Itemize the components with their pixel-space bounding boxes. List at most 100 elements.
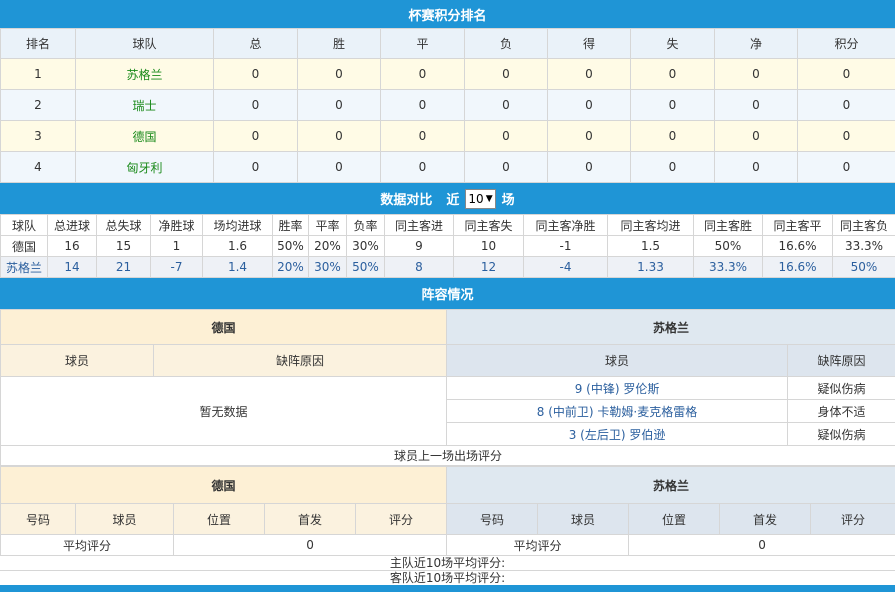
- table-row: 2 瑞士 0 0 0 0 0 0 0 0: [0, 89, 895, 121]
- cell: 0: [797, 58, 895, 90]
- cell: 50%: [693, 235, 763, 257]
- cell: 0: [797, 120, 895, 152]
- column-header: 总失球: [96, 214, 151, 236]
- column-header: 总进球: [47, 214, 97, 236]
- column-header: 积分: [797, 28, 895, 59]
- team-link[interactable]: 德国: [75, 120, 214, 152]
- cell: 0: [714, 58, 798, 90]
- home-recent-rating: 主队近10场平均评分:: [0, 556, 895, 571]
- away-avg-label: 平均评分: [446, 534, 630, 556]
- standings-title: 杯赛积分排名: [0, 0, 895, 28]
- footer-bar: [0, 585, 895, 592]
- column-header: 位置: [173, 503, 265, 535]
- cell: 0: [714, 89, 798, 121]
- cell: 0: [464, 120, 548, 152]
- column-header: 球队: [75, 28, 214, 59]
- column-header: 同主客均进: [607, 214, 694, 236]
- cell: 0: [213, 89, 298, 121]
- table-row: 1 苏格兰 0 0 0 0 0 0 0 0: [0, 58, 895, 90]
- cell: 15: [96, 235, 151, 257]
- column-header: 位置: [628, 503, 721, 535]
- cell: 2: [0, 89, 76, 121]
- cell: 0: [630, 58, 715, 90]
- home-avg-label: 平均评分: [0, 534, 174, 556]
- column-header: 首发: [264, 503, 356, 535]
- compare-title: 数据对比: [380, 193, 433, 208]
- absent-reason: 疑似伤病: [787, 376, 895, 400]
- cell: 0: [630, 89, 715, 121]
- away-team-header: 苏格兰: [446, 309, 895, 345]
- compare-table: 球队 总进球 总失球 净胜球 场均进球 胜率 平率 负率 同主客进 同主客失 同主客净胜 同主客均进同…: [0, 214, 895, 278]
- column-header: 号码: [0, 503, 76, 535]
- cell: 0: [464, 89, 548, 121]
- column-header: 球员: [537, 503, 630, 535]
- cell: 14: [47, 256, 97, 278]
- column-header: 净胜球: [150, 214, 203, 236]
- column-header: 同主客进: [384, 214, 454, 236]
- cell: 50%: [346, 256, 385, 278]
- column-header: 平: [380, 28, 465, 59]
- near-label: 近: [446, 193, 460, 208]
- cell: 0: [213, 151, 298, 183]
- ratings-title: 球员上一场出场评分: [0, 445, 895, 466]
- team-link[interactable]: 瑞士: [75, 89, 214, 121]
- home-reason-col: 缺阵原因: [152, 344, 448, 377]
- home-no-data: 暂无数据: [0, 376, 448, 446]
- absent-row: 暂无数据 9 (中锋) 罗伦斯 疑似伤病: [0, 376, 895, 446]
- ratings-home-team: 德国: [0, 466, 448, 504]
- absent-row: 8 (中前卫) 卡勒姆·麦克格雷格 身体不适: [1, 399, 895, 423]
- chevron-down-icon: ▼: [485, 193, 493, 204]
- cell: 1: [0, 58, 76, 90]
- lineup-title: 阵容情况: [0, 278, 895, 309]
- home-player-col: 球员: [0, 344, 154, 377]
- cell: 1.6: [202, 235, 273, 257]
- cell: 0: [797, 89, 895, 121]
- player-link[interactable]: 9 (中锋) 罗伦斯: [446, 376, 789, 400]
- home-team-header: 德国: [0, 309, 448, 345]
- cell: 30%: [346, 235, 385, 257]
- away-reason-col: 缺阵原因: [787, 344, 895, 377]
- cell: 0: [630, 151, 715, 183]
- cell: 12: [453, 256, 524, 278]
- cell: 0: [297, 151, 381, 183]
- column-header: 评分: [810, 503, 895, 535]
- column-header: 同主客负: [832, 214, 895, 236]
- cell: 0: [797, 151, 895, 183]
- column-header: 平率: [308, 214, 347, 236]
- cell: 20%: [272, 256, 309, 278]
- cell: 0: [714, 151, 798, 183]
- column-header: 首发: [719, 503, 812, 535]
- cell: 0: [714, 120, 798, 152]
- player-link[interactable]: 8 (中前卫) 卡勒姆·麦克格雷格: [446, 399, 789, 423]
- column-header: 同主客净胜: [523, 214, 608, 236]
- cell: 8: [384, 256, 454, 278]
- cell: 0: [464, 58, 548, 90]
- cell: 0: [297, 120, 381, 152]
- cell: 50%: [832, 256, 895, 278]
- table-row: 4 匈牙利 0 0 0 0 0 0 0 0: [0, 151, 895, 183]
- cell: 16.6%: [762, 256, 833, 278]
- cell: 1: [150, 235, 203, 257]
- column-header: 同主客胜: [693, 214, 763, 236]
- cell: 21: [96, 256, 151, 278]
- cell: 0: [297, 58, 381, 90]
- cell: 0: [213, 120, 298, 152]
- team-link[interactable]: 苏格兰: [75, 58, 214, 90]
- column-header: 同主客平: [762, 214, 833, 236]
- games-select[interactable]: 10 ▼: [465, 188, 496, 209]
- player-link[interactable]: 3 (左后卫) 罗伯逊: [446, 422, 789, 446]
- cell: 1.5: [607, 235, 694, 257]
- column-header: 胜: [297, 28, 381, 59]
- column-header: 评分: [354, 503, 448, 535]
- cell: -4: [523, 256, 608, 278]
- cell: 16.6%: [762, 235, 833, 257]
- team-link[interactable]: 匈牙利: [75, 151, 214, 183]
- ratings-table: 德国 苏格兰 号码 球员 位置 首发 评分 号码 球员 位置 首发 评分 平均评分 0 平均评分 0: [0, 466, 895, 556]
- cell: 33.3%: [832, 235, 895, 257]
- column-header: 号码: [446, 503, 539, 535]
- cell: 0: [547, 120, 631, 152]
- cell: 20%: [308, 235, 347, 257]
- cell: 0: [630, 120, 715, 152]
- column-header: 球员: [75, 503, 174, 535]
- compare-title-bar: 数据对比 近 10 ▼ 场: [0, 183, 895, 214]
